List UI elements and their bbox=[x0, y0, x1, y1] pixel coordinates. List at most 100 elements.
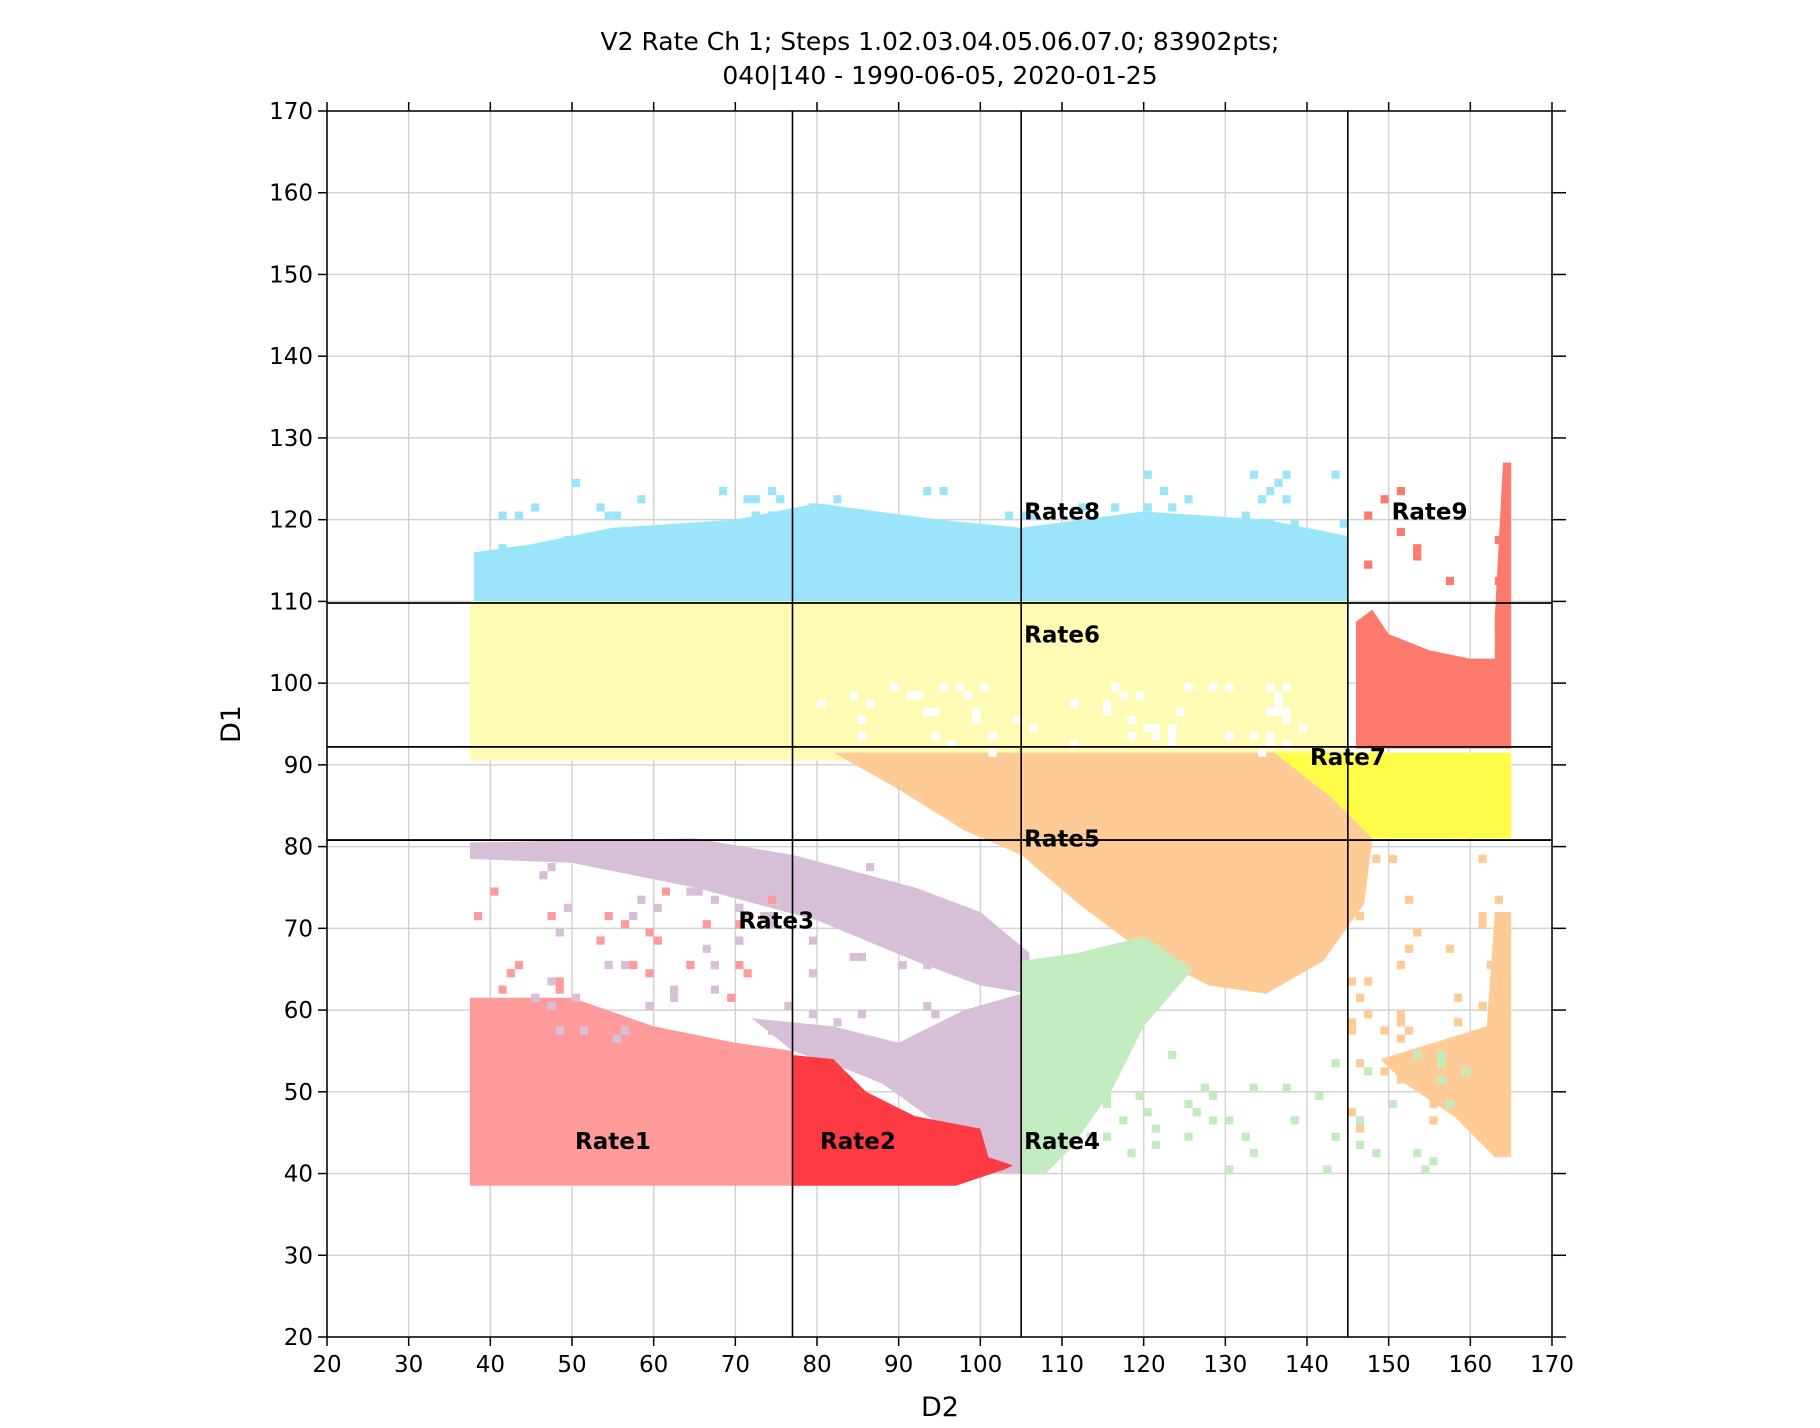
empty-cell bbox=[1135, 691, 1144, 700]
sparse-cell bbox=[1225, 527, 1234, 537]
sparse-cell bbox=[1184, 1132, 1193, 1141]
y-tick-label: 120 bbox=[269, 508, 313, 534]
sparse-cell bbox=[1086, 1132, 1095, 1141]
empty-cell bbox=[817, 699, 826, 708]
empty-cell bbox=[980, 683, 989, 692]
sparse-cell bbox=[1347, 1018, 1356, 1027]
sparse-cell bbox=[514, 961, 523, 970]
sparse-cell bbox=[1029, 511, 1038, 520]
x-tick-label: 170 bbox=[1530, 1352, 1574, 1378]
sparse-cell bbox=[621, 1026, 630, 1035]
region-rate1 bbox=[469, 997, 793, 1186]
sparse-cell bbox=[1478, 911, 1487, 921]
sparse-cell bbox=[1347, 1108, 1356, 1117]
sparse-cell bbox=[1298, 544, 1307, 553]
empty-cell bbox=[931, 707, 940, 716]
empty-cell bbox=[1282, 740, 1291, 749]
empty-cell bbox=[849, 691, 858, 700]
sparse-cell bbox=[498, 511, 507, 520]
sparse-cell bbox=[1102, 544, 1111, 553]
x-tick-label: 40 bbox=[476, 1352, 505, 1378]
sparse-cell bbox=[1413, 1149, 1422, 1158]
sparse-cell bbox=[776, 536, 785, 545]
sparse-cell bbox=[1445, 1067, 1454, 1076]
sparse-cell bbox=[572, 478, 581, 487]
sparse-cell bbox=[1102, 1132, 1111, 1141]
sparse-cell bbox=[490, 887, 499, 896]
sparse-cell bbox=[727, 993, 736, 1002]
x-tick-label: 70 bbox=[721, 1352, 750, 1378]
y-tick-label: 60 bbox=[284, 998, 313, 1024]
empty-cell bbox=[1168, 732, 1177, 741]
boundary-lines bbox=[327, 111, 1552, 1337]
x-tick-label: 150 bbox=[1367, 1352, 1411, 1378]
sparse-cell bbox=[817, 1026, 826, 1035]
sparse-cell bbox=[1388, 854, 1397, 863]
empty-cell bbox=[1070, 740, 1079, 749]
sparse-cell bbox=[743, 527, 752, 537]
y-tick-label: 110 bbox=[269, 589, 313, 615]
axes-frame bbox=[326, 110, 1553, 1338]
sparse-cell bbox=[915, 895, 924, 904]
sparse-cell bbox=[555, 985, 564, 994]
empty-cell bbox=[1258, 748, 1267, 757]
sparse-cell bbox=[1266, 519, 1275, 528]
sparse-cell bbox=[670, 993, 679, 1002]
sparse-cell bbox=[1445, 944, 1454, 953]
sparse-cell bbox=[612, 511, 621, 520]
sparse-cell bbox=[1356, 993, 1365, 1002]
empty-cell bbox=[1168, 724, 1177, 733]
sparse-cell bbox=[604, 911, 613, 921]
sparse-cell bbox=[1021, 511, 1030, 520]
sparse-cell bbox=[743, 495, 752, 504]
sparse-cell bbox=[555, 928, 564, 937]
sparse-cell bbox=[1356, 911, 1365, 921]
empty-cell bbox=[1249, 732, 1258, 741]
sparse-cell bbox=[604, 961, 613, 970]
sparse-cell bbox=[1209, 1091, 1218, 1100]
region-label-rate2: Rate2 bbox=[820, 1129, 896, 1155]
sparse-cell bbox=[506, 969, 515, 978]
empty-cell bbox=[1013, 715, 1022, 724]
empty-cell bbox=[857, 732, 866, 741]
sparse-cell bbox=[792, 536, 801, 545]
empty-cell bbox=[1298, 724, 1307, 733]
empty-cell bbox=[1266, 683, 1275, 692]
sparse-cell bbox=[1168, 1050, 1177, 1060]
rate-regions bbox=[469, 462, 1512, 1186]
sparse-cell bbox=[898, 961, 907, 970]
sparse-cell bbox=[670, 985, 679, 994]
sparse-cell bbox=[808, 503, 817, 512]
sparse-cell bbox=[1429, 1157, 1438, 1166]
sparse-cell bbox=[857, 1034, 866, 1043]
sparse-cell bbox=[776, 495, 785, 504]
sparse-cell bbox=[759, 911, 768, 921]
sparse-cell bbox=[1462, 1067, 1471, 1076]
sparse-cell bbox=[1437, 1050, 1446, 1060]
sparse-cell bbox=[1266, 486, 1275, 496]
sparse-cell bbox=[645, 1001, 654, 1011]
empty-cell bbox=[972, 715, 981, 724]
sparse-cell bbox=[474, 911, 483, 921]
axis-ticks: 20 30 40 50 60 70 80 90 100 110 120 130 140 150 160 170… bbox=[269, 99, 1574, 1378]
sparse-cell bbox=[531, 503, 540, 512]
sparse-cell bbox=[1372, 1149, 1381, 1158]
sparse-cell bbox=[629, 961, 638, 970]
sparse-cell bbox=[572, 993, 581, 1002]
sparse-cell bbox=[1445, 576, 1454, 586]
sparse-cell bbox=[1249, 536, 1258, 545]
sparse-cell bbox=[1127, 1149, 1136, 1158]
sparse-cell bbox=[923, 961, 932, 970]
sparse-cell bbox=[1396, 961, 1405, 970]
empty-cell bbox=[1151, 724, 1160, 733]
sparse-cell bbox=[1396, 1034, 1405, 1043]
sparse-cell bbox=[645, 969, 654, 978]
sparse-cell bbox=[1486, 961, 1495, 970]
empty-cell bbox=[1119, 691, 1128, 700]
sparse-cell bbox=[1282, 1083, 1291, 1092]
empty-cell bbox=[1274, 707, 1283, 716]
x-tick-label: 90 bbox=[884, 1352, 913, 1378]
y-tick-label: 100 bbox=[269, 671, 313, 697]
sparse-cell bbox=[727, 519, 736, 528]
sparse-cell bbox=[1396, 1010, 1405, 1019]
